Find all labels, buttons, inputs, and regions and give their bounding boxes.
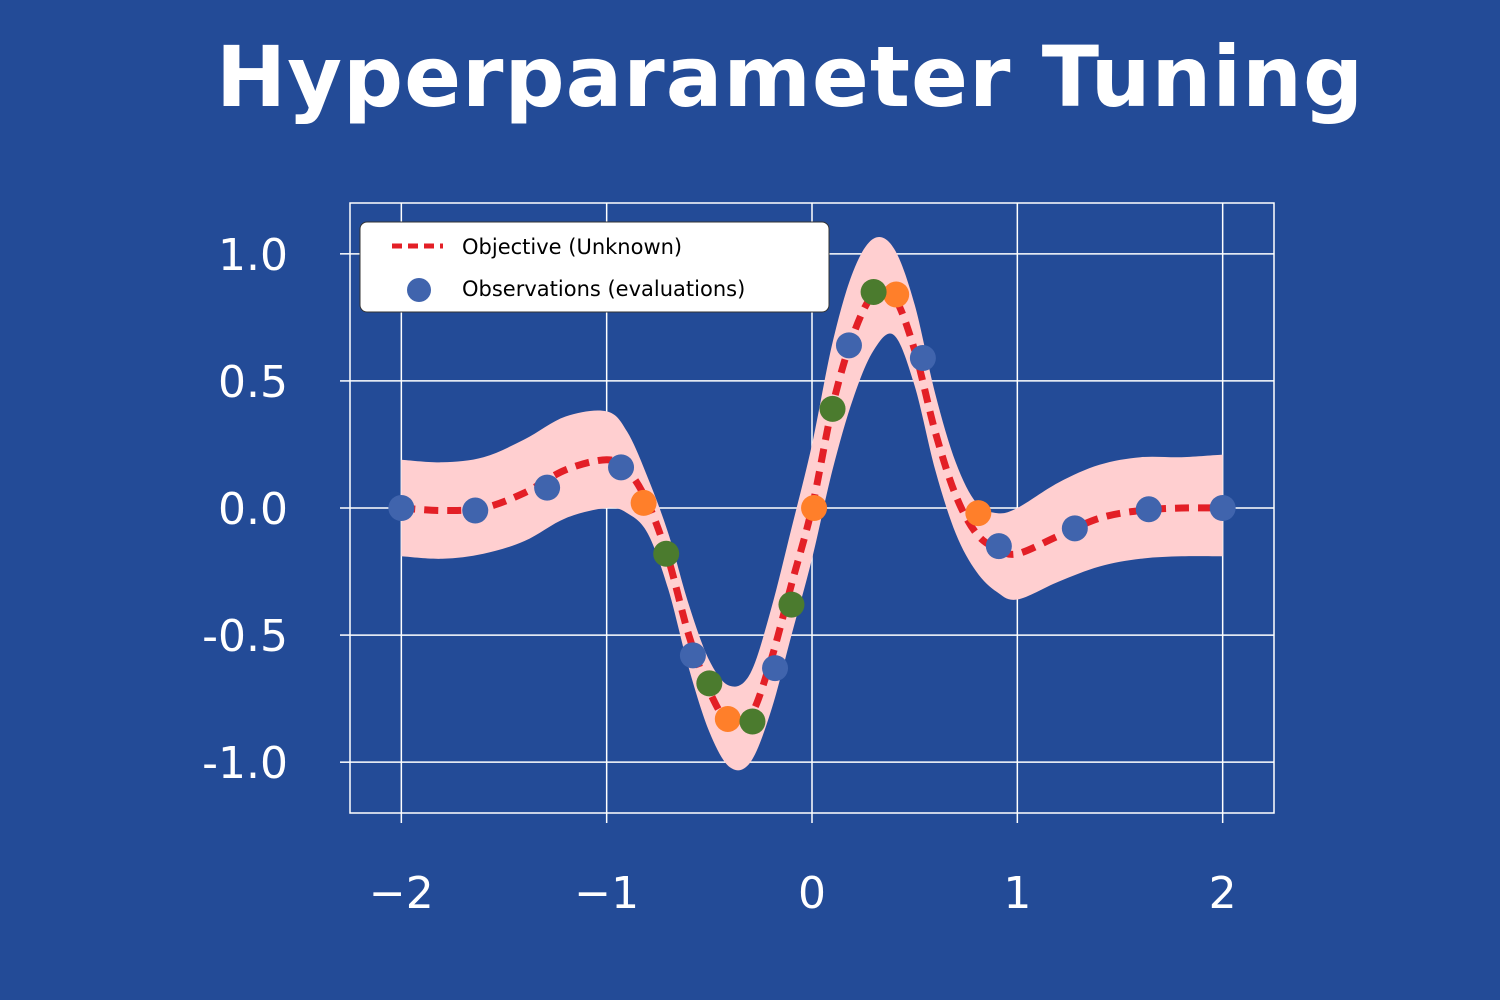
observation-point [534, 474, 561, 501]
legend-marker-swatch [407, 278, 431, 302]
y-tick-label: 0.5 [218, 357, 288, 408]
observation-point [653, 540, 680, 567]
observation-point [985, 533, 1012, 560]
observation-point [883, 281, 910, 308]
y-tick-label: -1.0 [202, 738, 288, 789]
observation-point [679, 642, 706, 669]
observation-point [630, 489, 657, 516]
observation-point [819, 395, 846, 422]
observation-point [778, 591, 805, 618]
axis-tick-labels: −2 −1 0 1 2 1.0 0.5 0.0 -0.5 -1.0 [202, 230, 1237, 919]
x-tick-label: 0 [798, 868, 826, 919]
observation-points [388, 278, 1236, 735]
observation-point [762, 655, 789, 682]
observation-point [462, 497, 489, 524]
x-tick-label: 1 [1003, 868, 1031, 919]
legend-label-objective: Objective (Unknown) [462, 235, 682, 259]
observation-point [714, 705, 741, 732]
observation-point [739, 708, 766, 735]
observation-point [1061, 515, 1088, 542]
x-tick-label: −1 [574, 868, 639, 919]
observation-point [608, 454, 635, 481]
x-tick-label: −2 [369, 868, 434, 919]
legend-label-observations: Observations (evaluations) [462, 277, 745, 301]
legend-box [359, 221, 830, 313]
y-tick-label: -0.5 [202, 611, 288, 662]
observation-point [388, 495, 415, 521]
chart-title: Hyperparameter Tuning [215, 28, 1365, 126]
observation-point [1209, 495, 1236, 521]
observation-point [965, 500, 992, 527]
y-tick-label: 0.0 [218, 484, 288, 535]
observation-point [1135, 496, 1162, 523]
observation-point [909, 345, 936, 372]
legend: Objective (Unknown) Observations (evalua… [359, 221, 830, 313]
observation-point [696, 670, 723, 697]
observation-point [835, 332, 862, 359]
y-tick-label: 1.0 [218, 230, 288, 281]
observation-point [801, 495, 828, 521]
x-tick-label: 2 [1209, 868, 1237, 919]
observation-point [860, 278, 887, 305]
